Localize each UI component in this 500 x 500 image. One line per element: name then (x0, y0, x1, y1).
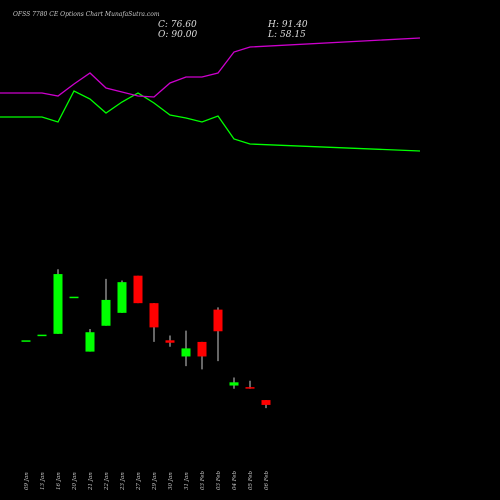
candle-body (197, 341, 207, 357)
low-label: L: (268, 30, 278, 40)
low-value: 58.15 (280, 30, 306, 40)
date-label: 20 Jan (72, 472, 78, 491)
indicator-line-2 (0, 37, 421, 98)
candle-body (245, 387, 255, 389)
date-axis-labels: 09 Jan 13 Jan 16 Jan 20 Jan 21 Jan 22 Jan 23 J… (24, 470, 270, 491)
candle-3 (53, 269, 63, 334)
close-readout: C: 76.60 (158, 20, 197, 30)
chart-title: OFSS 7780 CE Options Chart MunafaSutra.c… (13, 11, 160, 18)
candle-5 (85, 329, 95, 352)
open-readout: O: 90.00 (158, 30, 197, 40)
candle-body (213, 309, 223, 332)
open-label: O: (158, 30, 169, 40)
candle-15 (245, 380, 255, 389)
candle-10 (165, 335, 175, 347)
date-label: 04 Feb (232, 470, 238, 490)
high-label: H: (268, 20, 279, 30)
candle-body (149, 303, 159, 328)
indicator-lines (0, 37, 421, 152)
high-value: 91.40 (281, 20, 308, 30)
date-label: 30 Jan (168, 472, 174, 490)
date-label: 03 Feb (200, 470, 206, 490)
date-label: 03 Feb (216, 470, 222, 490)
candle-body (53, 274, 63, 334)
date-label: 27 Jan (136, 472, 142, 491)
low-readout: L: 58.15 (268, 30, 306, 40)
open-value: 90.00 (171, 30, 198, 40)
candle-body (133, 275, 143, 304)
candle-14 (229, 377, 239, 389)
date-label: 29 Jan (152, 472, 158, 491)
close-label: C: (158, 20, 168, 30)
candle-16 (261, 400, 271, 409)
date-label: 31 Jan (184, 472, 190, 490)
candle-body (37, 334, 47, 337)
high-readout: H: 91.40 (268, 20, 308, 30)
date-label: 22 Jan (104, 472, 110, 491)
candle-body (181, 348, 191, 357)
candle-4 (69, 296, 79, 299)
candle-1 (21, 340, 31, 342)
candle-body (21, 340, 31, 342)
date-label: 06 Feb (264, 470, 270, 490)
candles (21, 269, 271, 409)
candle-11 (181, 330, 191, 367)
candle-body (261, 400, 271, 405)
date-label: 09 Jan (24, 472, 30, 490)
date-label: 23 Jan (120, 472, 126, 491)
candle-6 (101, 278, 111, 326)
indicator-line-1 (0, 90, 421, 152)
candle-12 (197, 341, 207, 370)
candle-body (69, 296, 79, 299)
candle-body (101, 299, 111, 326)
date-label: 21 Jan (88, 472, 94, 491)
date-label: 16 Jan (56, 472, 62, 490)
candle-9 (149, 303, 159, 342)
candle-13 (213, 307, 223, 362)
candle-2 (37, 334, 47, 337)
date-label: 13 Jan (40, 472, 46, 490)
candle-8 (133, 275, 143, 304)
candle-body (165, 340, 175, 343)
candle-body (229, 382, 239, 386)
candle-7 (117, 280, 127, 313)
date-label: 05 Feb (248, 470, 254, 490)
candle-body (117, 282, 127, 313)
close-value: 76.60 (170, 20, 197, 30)
candle-body (85, 332, 95, 352)
